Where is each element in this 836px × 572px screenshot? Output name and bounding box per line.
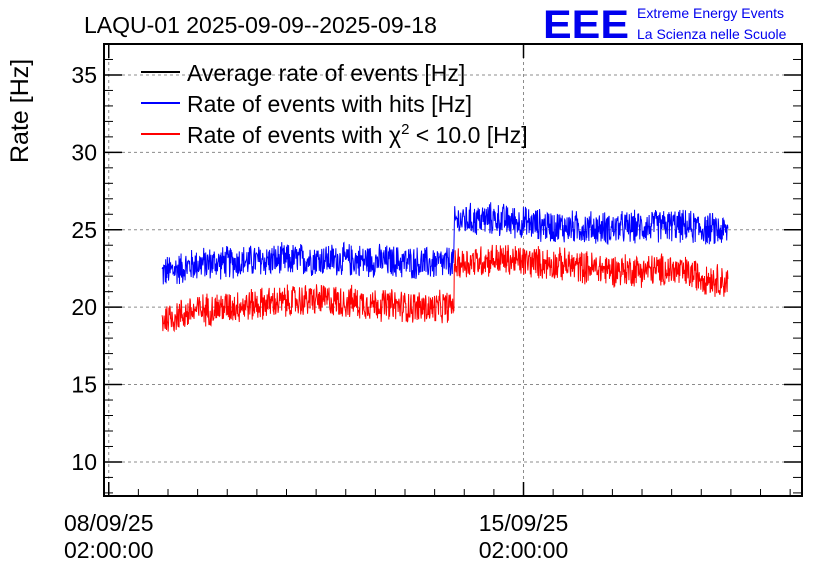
x-tick-label-date: 08/09/25 [64, 510, 154, 536]
series-line-chi2 [161, 244, 729, 333]
eee-logo: EEE Extreme Energy Events La Scienza nel… [543, 3, 787, 47]
legend-label-average: Average rate of events [Hz] [187, 60, 465, 86]
x-tick-label-time: 02:00:00 [479, 537, 569, 563]
axes: 10152025303508/09/2502:00:0015/09/2502:0… [64, 44, 802, 563]
legend-label-hits: Rate of events with hits [Hz] [187, 91, 472, 117]
y-axis-label: Rate [Hz] [6, 59, 34, 163]
eee-logo-line2: La Scienza nelle Scuole [637, 26, 787, 42]
x-tick-label-date: 15/09/25 [479, 510, 569, 536]
eee-logo-line1: Extreme Energy Events [637, 5, 784, 21]
y-tick-label: 25 [71, 217, 97, 243]
y-tick-label: 30 [71, 139, 97, 165]
chart-title: LAQU-01 2025-09-09--2025-09-18 [84, 12, 437, 38]
y-tick-label: 35 [71, 62, 97, 88]
y-tick-label: 10 [71, 449, 97, 475]
eee-logo-mark: EEE [543, 3, 629, 47]
legend: Average rate of events [Hz] Rate of even… [141, 60, 528, 148]
plot-frame [103, 43, 803, 497]
legend-label-chi2: Rate of events with χ2 < 10.0 [Hz] [187, 121, 528, 148]
y-tick-label: 20 [71, 294, 97, 320]
x-tick-label-time: 02:00:00 [64, 537, 154, 563]
series-layer [161, 202, 729, 333]
series-line-hits [161, 202, 729, 285]
y-tick-label: 15 [71, 372, 97, 398]
